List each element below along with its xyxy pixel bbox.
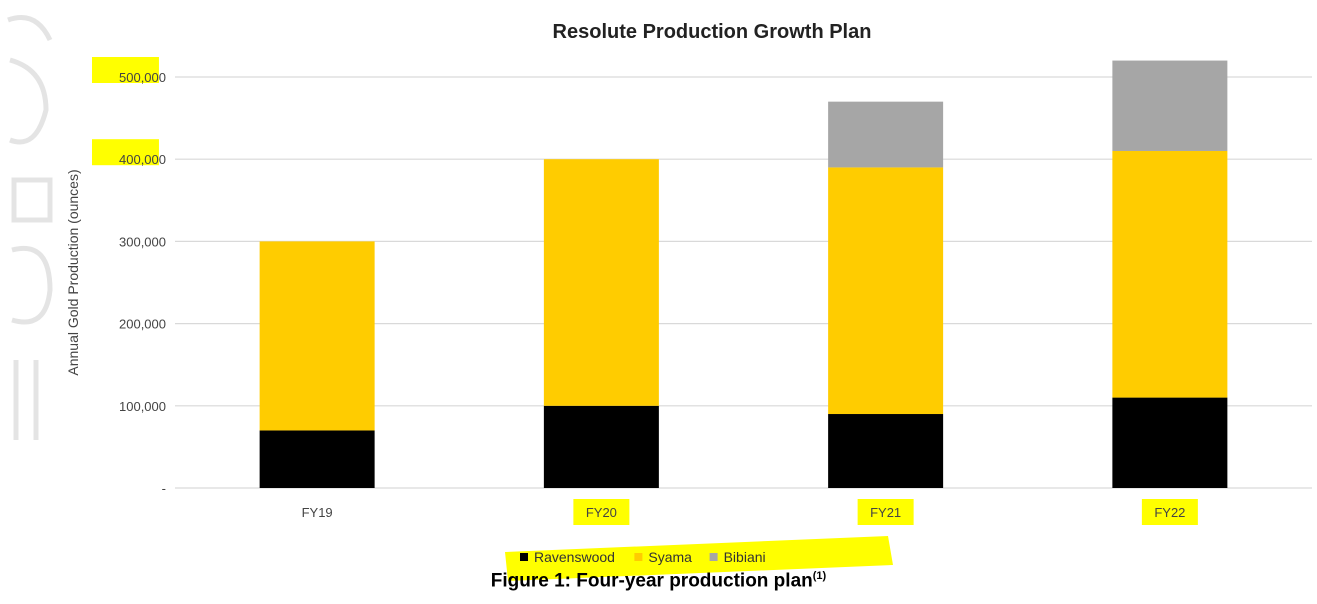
legend-label-bibiani: Bibiani <box>724 549 766 565</box>
x-tick-label: FY22 <box>1154 505 1185 520</box>
bar-ravenswood-fy19 <box>259 430 375 488</box>
highlight-mark <box>92 139 159 166</box>
highlight-mark <box>573 499 630 525</box>
y-tick-label: 300,000 <box>119 234 166 249</box>
x-tick-label: FY21 <box>870 505 901 520</box>
legend-swatch-syama <box>634 553 643 561</box>
figure-caption-text: Figure 1: Four-year production plan <box>490 570 813 592</box>
y-tick-label: 100,000 <box>119 399 166 414</box>
highlight-mark <box>857 499 914 525</box>
bar-syama-fy22 <box>1112 150 1228 398</box>
bar-ravenswood-fy22 <box>1112 397 1228 488</box>
bar-syama-fy21 <box>828 167 944 415</box>
bar-syama-fy19 <box>259 241 375 431</box>
y-axis-title: Annual Gold Production (ounces) <box>65 169 81 375</box>
y-tick-label: 400,000 <box>119 152 166 167</box>
legend-label-syama: Syama <box>648 549 692 565</box>
legend-label-ravenswood: Ravenswood <box>534 549 615 565</box>
bar-syama-fy20 <box>543 159 659 406</box>
x-tick-label: FY19 <box>302 505 333 520</box>
chart-title: Resolute Production Growth Plan <box>553 21 872 43</box>
legend-swatch-bibiani <box>709 553 718 561</box>
bar-ravenswood-fy21 <box>828 414 944 488</box>
highlight-mark <box>92 57 159 83</box>
highlight-mark <box>505 536 893 581</box>
y-tick-label: - <box>162 481 166 496</box>
bar-bibiani-fy21 <box>828 101 944 168</box>
y-tick-label: 500,000 <box>119 70 166 85</box>
watermark-graphic <box>6 0 58 440</box>
highlight-mark <box>1141 499 1198 525</box>
y-tick-label: 200,000 <box>119 317 166 332</box>
bar-ravenswood-fy20 <box>543 405 659 488</box>
x-tick-label: FY20 <box>586 505 617 520</box>
figure-caption-superscript: (1) <box>812 570 827 582</box>
legend-swatch-ravenswood <box>520 553 528 561</box>
bar-bibiani-fy22 <box>1112 60 1228 151</box>
figure-caption: Figure 1: Four-year production plan(1) <box>0 570 1317 592</box>
